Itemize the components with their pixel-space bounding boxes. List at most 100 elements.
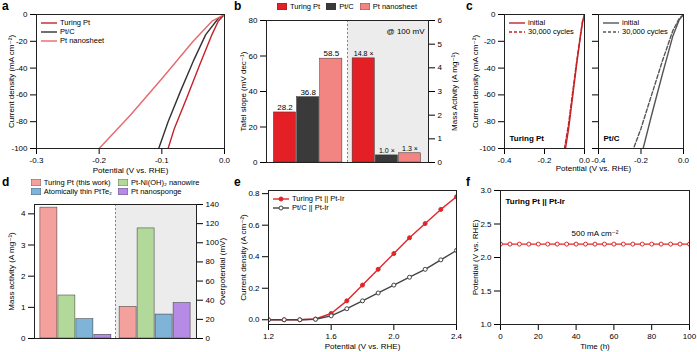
html-text:Pt nanosheet: Pt nanosheet xyxy=(372,2,417,11)
svg-text:-80: -80 xyxy=(484,117,496,126)
svg-text:-0.4: -0.4 xyxy=(592,156,606,165)
html-text:Turing Pt: Turing Pt xyxy=(290,2,321,11)
svg-text:Mass Activity (A mg⁻¹): Mass Activity (A mg⁻¹) xyxy=(450,52,459,131)
svg-text:4: 4 xyxy=(438,63,443,72)
svg-text:-20: -20 xyxy=(16,37,28,46)
svg-text:0: 0 xyxy=(438,158,443,167)
svg-text:Time (h): Time (h) xyxy=(580,342,610,351)
svg-text:2.5: 2.5 xyxy=(480,220,492,229)
svg-text:Potential (V vs. RHE): Potential (V vs. RHE) xyxy=(325,342,401,351)
svg-text:60: 60 xyxy=(249,52,258,61)
svg-text:40: 40 xyxy=(249,87,258,96)
svg-text:1.2: 1.2 xyxy=(263,332,275,341)
svg-text:36.8: 36.8 xyxy=(300,88,316,97)
svg-text:80: 80 xyxy=(249,16,258,25)
svg-text:0: 0 xyxy=(253,158,258,167)
svg-text:500 mA cm⁻²: 500 mA cm⁻² xyxy=(572,229,619,238)
svg-text:3: 3 xyxy=(438,87,443,96)
svg-text:-40: -40 xyxy=(484,64,496,73)
html-text:initial: initial xyxy=(528,18,546,27)
html-text:Turing Pt: Turing Pt xyxy=(60,18,91,27)
svg-text:-0.3: -0.3 xyxy=(30,156,44,165)
svg-text:20: 20 xyxy=(249,123,258,132)
svg-text:60: 60 xyxy=(609,332,618,341)
svg-text:0: 0 xyxy=(206,334,211,343)
svg-text:58.5: 58.5 xyxy=(324,49,340,58)
html-text:initial: initial xyxy=(622,18,640,27)
svg-text:0.0: 0.0 xyxy=(579,156,591,165)
svg-text:Potential (V vs. RHE): Potential (V vs. RHE) xyxy=(93,166,169,175)
svg-text:0.8: 0.8 xyxy=(248,189,260,198)
svg-text:0: 0 xyxy=(491,10,496,19)
svg-text:100: 100 xyxy=(683,332,697,341)
svg-text:1.6: 1.6 xyxy=(326,332,338,341)
html-text:Pt nanosheet: Pt nanosheet xyxy=(60,36,105,45)
svg-text:6: 6 xyxy=(438,16,443,25)
svg-text:0: 0 xyxy=(21,334,26,343)
html-text:Potential (V vs. RHE): Potential (V vs. RHE) xyxy=(555,164,632,173)
svg-text:0.0: 0.0 xyxy=(678,156,690,165)
svg-text:2: 2 xyxy=(21,272,26,281)
svg-text:Pt/C: Pt/C xyxy=(604,134,620,143)
svg-text:2: 2 xyxy=(438,111,443,120)
svg-text:100: 100 xyxy=(205,238,219,248)
svg-text:0.4: 0.4 xyxy=(248,252,260,261)
svg-text:Current density (mA cm⁻²): Current density (mA cm⁻²) xyxy=(7,35,16,128)
svg-text:1: 1 xyxy=(21,303,26,312)
svg-text:14.8 ×: 14.8 × xyxy=(354,50,374,57)
svg-text:0: 0 xyxy=(498,332,503,341)
svg-text:0.0: 0.0 xyxy=(248,315,260,324)
svg-text:5: 5 xyxy=(438,40,443,49)
svg-text:0.2: 0.2 xyxy=(248,284,260,293)
svg-text:1.5: 1.5 xyxy=(480,287,492,296)
svg-text:Turing Pt || Pt-Ir: Turing Pt || Pt-Ir xyxy=(506,197,565,206)
html-text:Pt/C: Pt/C xyxy=(339,2,354,11)
svg-text:-0.2: -0.2 xyxy=(634,156,648,165)
svg-text:-40: -40 xyxy=(16,64,28,73)
svg-text:3: 3 xyxy=(21,241,26,250)
svg-text:-80: -80 xyxy=(16,117,28,126)
svg-text:1.3 ×: 1.3 × xyxy=(402,145,418,152)
svg-text:-60: -60 xyxy=(484,90,496,99)
svg-text:40: 40 xyxy=(206,296,215,305)
svg-text:Mass activity (A mg⁻¹): Mass activity (A mg⁻¹) xyxy=(7,232,16,311)
svg-text:2.0: 2.0 xyxy=(388,332,400,341)
svg-text:-0.4: -0.4 xyxy=(498,156,512,165)
svg-text:20: 20 xyxy=(534,332,543,341)
svg-text:-0.2: -0.2 xyxy=(538,156,552,165)
html-text:30,000 cycles: 30,000 cycles xyxy=(622,27,668,36)
svg-text:Current density (A cm⁻²): Current density (A cm⁻²) xyxy=(239,214,248,301)
svg-text:20: 20 xyxy=(206,315,215,324)
svg-text:-100: -100 xyxy=(11,144,28,153)
svg-text:40: 40 xyxy=(572,332,581,341)
svg-text:-100: -100 xyxy=(479,144,496,153)
svg-text:Overpotential (mV): Overpotential (mV) xyxy=(218,238,227,305)
svg-text:0.6: 0.6 xyxy=(248,221,260,230)
svg-text:1.0: 1.0 xyxy=(480,320,492,329)
html-text:30,000 cycles: 30,000 cycles xyxy=(528,27,574,36)
svg-text:80: 80 xyxy=(647,332,656,341)
svg-text:1.0 ×: 1.0 × xyxy=(379,147,395,154)
svg-text:3.0: 3.0 xyxy=(480,186,492,195)
html-text:Pt/C: Pt/C xyxy=(60,27,75,36)
svg-text:2.4: 2.4 xyxy=(451,332,463,341)
svg-text:60: 60 xyxy=(206,277,215,286)
svg-text:-20: -20 xyxy=(484,37,496,46)
svg-text:28.2: 28.2 xyxy=(277,103,293,112)
svg-text:-0.1: -0.1 xyxy=(155,156,169,165)
svg-text:120: 120 xyxy=(206,219,220,228)
svg-text:Potential (V vs. RHE): Potential (V vs. RHE) xyxy=(471,219,480,295)
svg-text:1: 1 xyxy=(438,134,443,143)
svg-text:0.0: 0.0 xyxy=(219,156,231,165)
svg-text:-0.2: -0.2 xyxy=(92,156,106,165)
svg-text:4: 4 xyxy=(21,209,26,218)
svg-text:@ 100 mV: @ 100 mV xyxy=(387,27,426,36)
svg-text:Tafel slope (mV dec⁻¹): Tafel slope (mV dec⁻¹) xyxy=(239,51,248,131)
svg-text:0: 0 xyxy=(23,10,28,19)
svg-text:-60: -60 xyxy=(16,90,28,99)
svg-text:80: 80 xyxy=(206,257,215,266)
svg-text:2.0: 2.0 xyxy=(480,253,492,262)
svg-text:140: 140 xyxy=(206,200,220,209)
svg-text:Current density (mA cm⁻²): Current density (mA cm⁻²) xyxy=(471,35,480,128)
svg-text:Turing Pt: Turing Pt xyxy=(510,134,545,143)
